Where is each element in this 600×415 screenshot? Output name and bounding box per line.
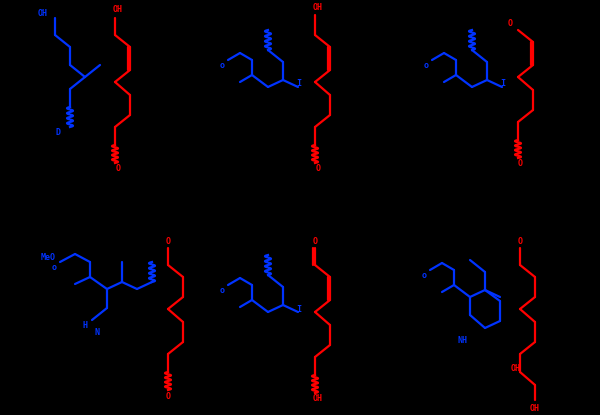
Text: NH: NH <box>457 335 467 344</box>
Text: OH: OH <box>313 393 323 403</box>
Text: OH: OH <box>38 10 48 19</box>
Text: O: O <box>166 391 170 400</box>
Text: O: O <box>166 237 170 246</box>
Text: O: O <box>517 237 523 246</box>
Text: OH: OH <box>511 364 521 373</box>
Text: O: O <box>517 159 523 168</box>
Text: O: O <box>508 20 512 29</box>
Text: o: o <box>220 61 224 69</box>
Text: O: O <box>115 164 121 173</box>
Text: O: O <box>313 237 317 246</box>
Text: MeO: MeO <box>41 252 56 261</box>
Text: I: I <box>500 80 505 88</box>
Text: o: o <box>220 286 224 295</box>
Text: I: I <box>296 305 302 313</box>
Text: OH: OH <box>113 5 123 15</box>
Text: I: I <box>296 80 302 88</box>
Text: o: o <box>52 263 56 271</box>
Text: OH: OH <box>530 403 540 413</box>
Text: N: N <box>95 327 100 337</box>
Text: OH: OH <box>313 3 323 12</box>
Text: o: o <box>421 271 427 279</box>
Text: o: o <box>424 61 428 69</box>
Text: H: H <box>83 320 88 330</box>
Text: D: D <box>56 127 61 137</box>
Text: O: O <box>316 164 320 173</box>
